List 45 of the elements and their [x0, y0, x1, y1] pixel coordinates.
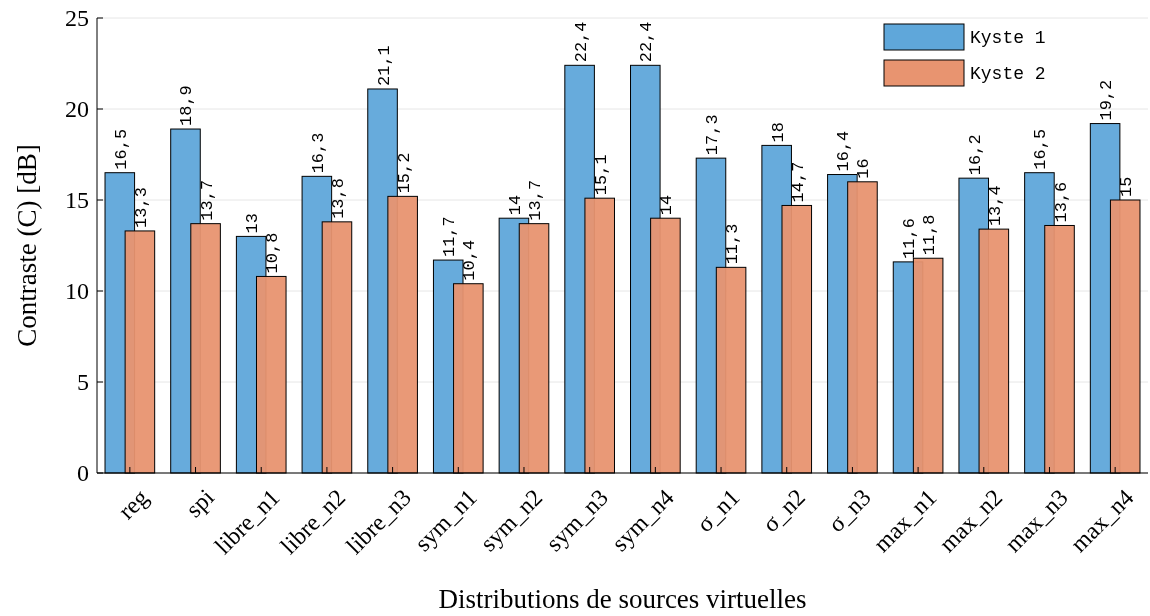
- data-label: 11,3: [723, 223, 743, 265]
- data-label: 14: [657, 194, 677, 216]
- data-label: 16,4: [834, 130, 854, 172]
- y-tick-label: 15: [65, 187, 89, 214]
- legend-label: Kyste 2: [970, 64, 1046, 85]
- x-tick-label: reg: [113, 484, 154, 525]
- legend-label: Kyste 1: [970, 28, 1046, 49]
- data-label: 16,3: [308, 132, 328, 174]
- data-label: 17,3: [702, 114, 722, 156]
- data-label: 16,5: [1031, 128, 1051, 170]
- y-axis-title: Contraste (C) [dB]: [12, 144, 42, 347]
- data-label: 14: [505, 194, 525, 216]
- y-tick-label: 0: [77, 460, 89, 487]
- y-tick-label: 10: [65, 278, 89, 305]
- data-label: 15,1: [591, 154, 611, 196]
- data-label: 21,1: [374, 45, 394, 86]
- data-label: 16,5: [111, 128, 131, 170]
- x-axis-title: Distributions de sources virtuelles: [438, 584, 807, 614]
- data-label: 13,6: [1051, 181, 1071, 223]
- data-label: 10,8: [263, 232, 283, 274]
- data-label: 22,4: [637, 21, 657, 63]
- data-label: 11,6: [900, 218, 920, 259]
- data-label: 15: [1117, 176, 1137, 197]
- data-label: 18: [768, 121, 788, 143]
- data-label: 10,4: [460, 239, 480, 281]
- data-label: 13,3: [131, 187, 151, 228]
- data-label: 15,2: [394, 152, 414, 194]
- data-label: 11,7: [440, 216, 460, 258]
- x-tick-label: spi: [180, 483, 220, 523]
- data-label: 22,4: [571, 21, 591, 63]
- data-label: 13,8: [328, 178, 348, 219]
- y-tick-label: 5: [77, 369, 89, 396]
- data-label: 13: [243, 212, 263, 234]
- y-tick-label: 25: [65, 5, 89, 32]
- y-tick-label: 20: [65, 96, 89, 123]
- data-label: 18,9: [177, 85, 197, 127]
- data-label: 16,2: [965, 134, 985, 176]
- data-label: 13,4: [985, 185, 1005, 227]
- data-label: 11,8: [920, 214, 940, 256]
- data-label: 13,7: [197, 179, 217, 221]
- data-label: 16: [854, 158, 874, 179]
- data-label: 13,7: [526, 179, 546, 221]
- data-label: 19,2: [1097, 79, 1117, 121]
- data-label: 14,7: [788, 161, 808, 203]
- x-tick-label: σ_n1: [691, 484, 745, 538]
